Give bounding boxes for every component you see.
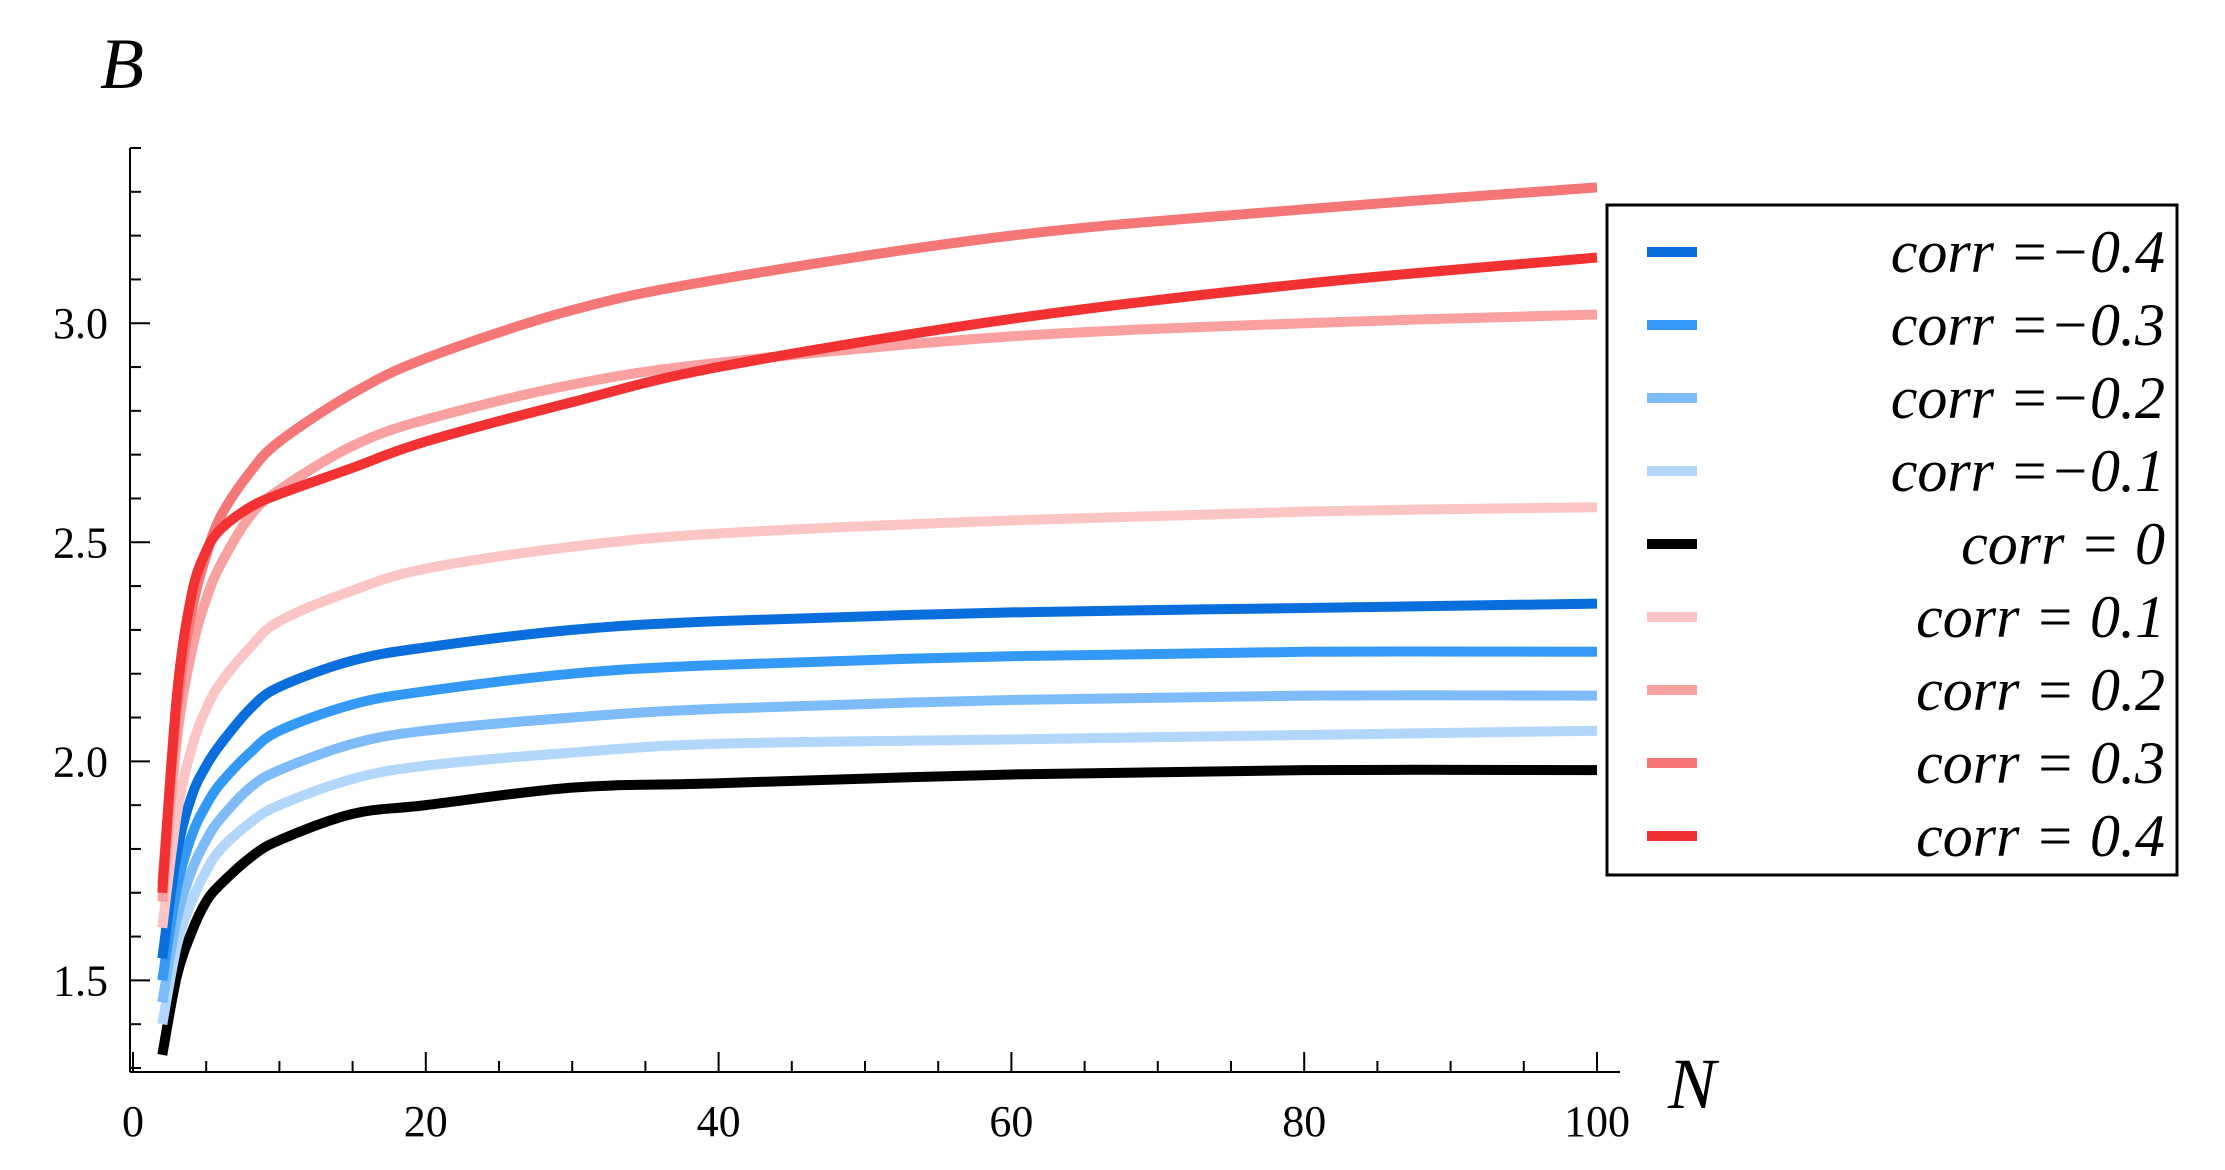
x-axis-label: N [1667, 1044, 1720, 1124]
legend-box [1605, 203, 2179, 877]
legend-label-6: corr = 0.2 [1916, 657, 2165, 723]
legend-label-4: corr = 0 [1961, 511, 2165, 577]
legend: corr =−0.4 corr =−0.3 corr =−0.2 corr =−0.1… [1605, 203, 2179, 877]
series-line-5 [157, 502, 1598, 929]
y-tick-label: 1.5 [53, 956, 108, 1005]
x-tick-label: 0 [122, 1097, 144, 1146]
x-tick-label: 100 [1564, 1097, 1630, 1146]
legend-label-0: corr =−0.4 [1891, 219, 2165, 285]
y-axis-label: B [100, 24, 144, 104]
legend-label-7: corr = 0.3 [1916, 730, 2165, 796]
series-line-6 [157, 309, 1598, 902]
series-line-3 [157, 725, 1598, 1026]
x-tick-label: 20 [404, 1097, 448, 1146]
y-tick-label: 2.5 [53, 518, 108, 567]
y-tick-label: 2.0 [53, 737, 108, 786]
series-line-1 [157, 646, 1598, 982]
legend-label-5: corr = 0.1 [1916, 584, 2165, 650]
x-tick-label: 80 [1282, 1097, 1326, 1146]
y-tick-label: 3.0 [53, 299, 108, 348]
series-layer [157, 182, 1598, 1056]
series-line-8 [157, 252, 1598, 894]
legend-label-3: corr =−0.1 [1891, 438, 2165, 504]
x-tick-label: 40 [697, 1097, 741, 1146]
x-tick-label: 60 [989, 1097, 1033, 1146]
series-line-4 [157, 764, 1598, 1056]
legend-label-1: corr =−0.3 [1891, 292, 2165, 358]
legend-label-8: corr = 0.4 [1916, 803, 2165, 869]
legend-label-2: corr =−0.2 [1891, 365, 2165, 431]
axes: 0 20 40 60 80 100 1.5 2.0 2.5 3.0 [53, 147, 1630, 1146]
series-line-2 [157, 690, 1598, 1004]
series-line-0 [157, 598, 1598, 960]
